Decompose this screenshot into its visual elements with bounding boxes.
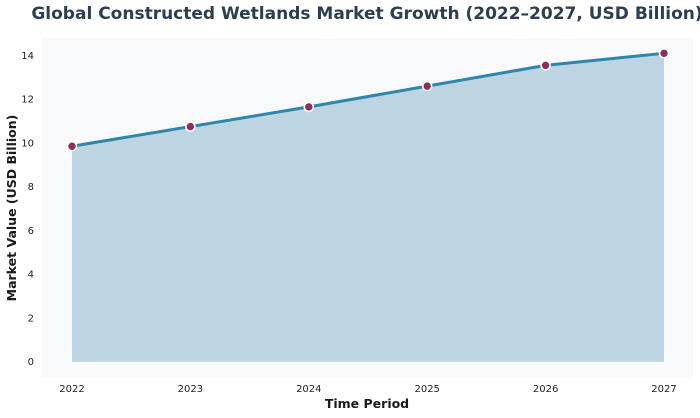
area-fill [72,53,664,362]
x-tick-label: 2025 [414,384,439,395]
y-tick-label: 12 [21,95,34,106]
y-tick-label: 2 [28,313,34,324]
y-tick-label: 14 [21,51,34,62]
y-tick-label: 10 [21,138,34,149]
data-point-2022 [66,140,78,152]
data-point-2023 [185,121,196,132]
y-tick-label: 4 [28,270,34,281]
y-axis-label: Market Value (USD Billion) [4,115,19,302]
x-tick-label: 2022 [59,384,84,395]
y-tick-label: 0 [28,357,34,368]
chart-title: Global Constructed Wetlands Market Growt… [31,4,700,24]
series-line [71,51,665,148]
y-tick-label: 8 [28,182,34,193]
data-point-2027 [658,48,670,59]
y-tick-label: 6 [28,226,34,237]
x-tick-label: 2027 [651,384,676,395]
x-tick-label: 2026 [533,384,558,395]
data-point-2024 [303,101,315,113]
x-tick-label: 2024 [296,384,321,395]
x-axis-label: Time Period [325,396,409,411]
data-point-2025 [421,80,433,92]
x-tick-label: 2023 [178,384,203,395]
data-point-2026 [540,60,551,71]
